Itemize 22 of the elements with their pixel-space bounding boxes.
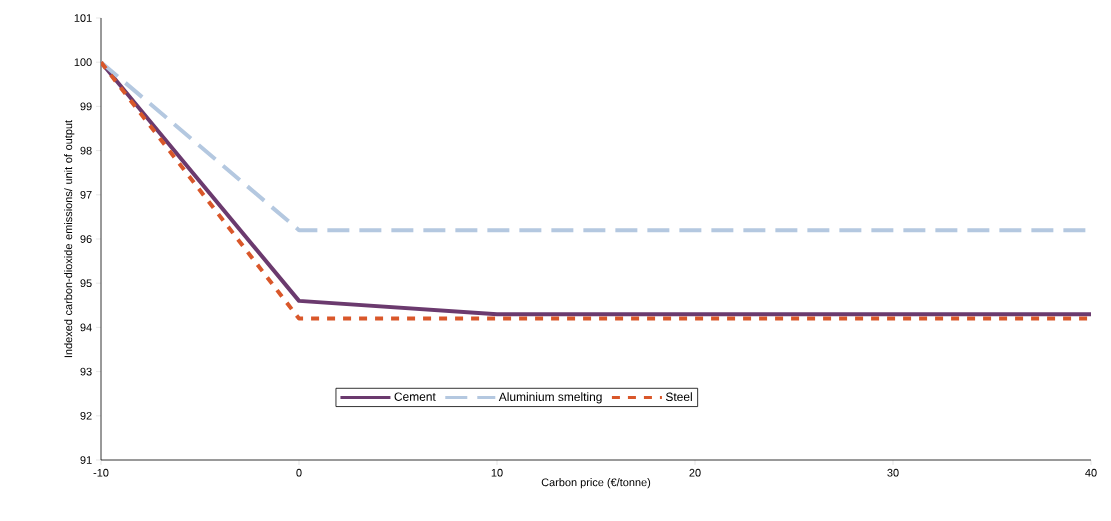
y-tick-label: 100 <box>74 58 92 67</box>
y-tick-label: 98 <box>80 146 92 155</box>
y-tick-label: 94 <box>80 323 92 332</box>
x-tick-label: 0 <box>296 468 302 477</box>
y-tick-label: 101 <box>74 14 92 22</box>
x-tick-label: 40 <box>1085 468 1097 477</box>
x-tick-label: 10 <box>491 468 503 477</box>
legend-label: Cement <box>394 392 436 401</box>
x-axis-title: Carbon price (€/tonne) <box>541 478 651 489</box>
y-tick-label: 92 <box>80 411 92 420</box>
legend-label: Aluminium smelting <box>498 392 602 404</box>
y-axis-title: Indexed carbon-dioxide emissions/ unit of output <box>64 120 75 358</box>
y-tick-label: 95 <box>80 279 92 288</box>
x-tick-label: 30 <box>887 468 899 477</box>
legend-label: Steel <box>665 392 692 402</box>
x-tick-label: -10 <box>93 468 109 477</box>
y-tick-label: 96 <box>80 235 92 243</box>
y-tick-label: 93 <box>80 367 92 376</box>
y-tick-label: 97 <box>80 190 92 199</box>
y-tick-label: 91 <box>80 456 92 464</box>
x-tick-label: 20 <box>689 468 701 477</box>
y-tick-label: 99 <box>80 102 92 111</box>
